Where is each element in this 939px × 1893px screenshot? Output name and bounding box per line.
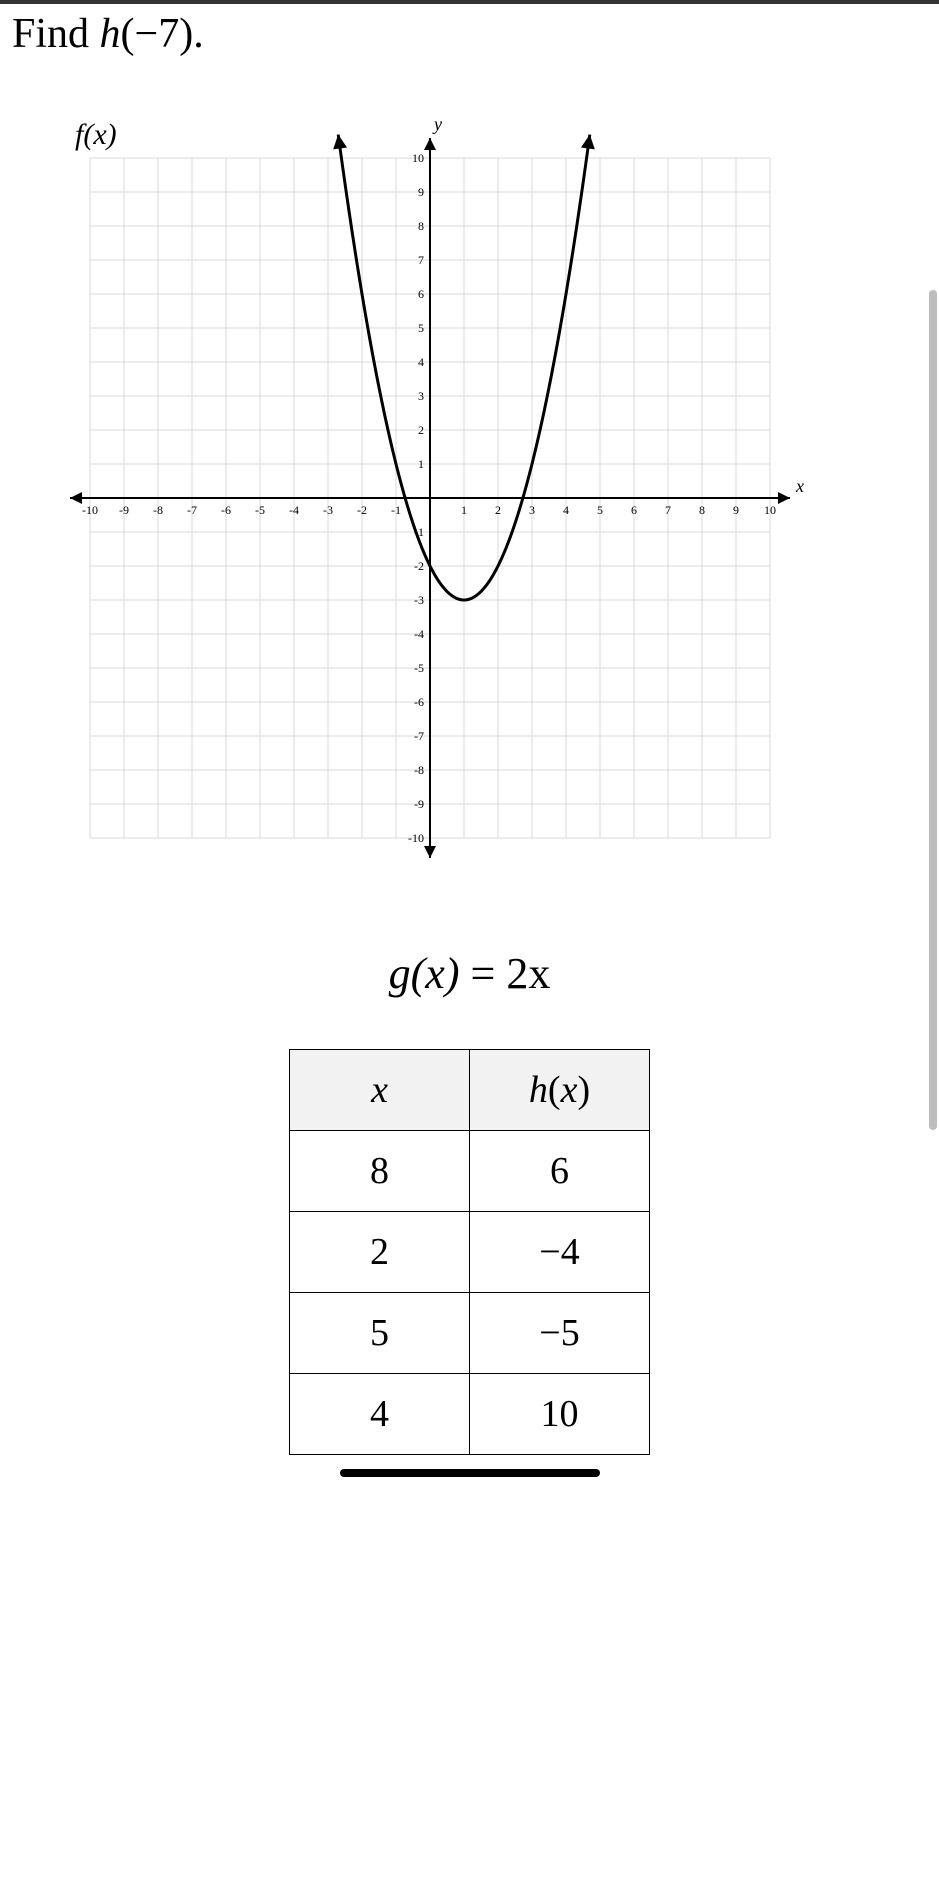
cell-x: 4 (290, 1374, 470, 1455)
fx-chart: f(x) -10 -9 -8 -7 -6 -5 -4 -3 -2 -1 1 2 3 4 5 6 7 8 9 10 10 9… (40, 108, 820, 888)
svg-text:-4: -4 (289, 503, 299, 517)
svg-text:2: 2 (418, 423, 424, 437)
svg-text:-2: -2 (357, 503, 367, 517)
svg-text:7: 7 (418, 253, 424, 267)
formula-rhs: 2x (506, 949, 550, 998)
svg-text:-9: -9 (414, 797, 424, 811)
table-row: 2 −4 (290, 1212, 650, 1293)
cell-hx: 6 (470, 1131, 650, 1212)
table-header-row: x h(x) (290, 1050, 650, 1131)
h-arg-x: x (561, 1069, 578, 1111)
fx-label: f(x) (75, 118, 117, 152)
page-root: Find h(−7). f(x) -10-9-8-7-6-5-4-3-2-112… (0, 0, 939, 1477)
gx-formula: g(x) = 2x (0, 948, 939, 999)
svg-text:-6: -6 (414, 695, 424, 709)
scrollbar-vertical[interactable] (929, 290, 937, 1130)
svg-text:6: 6 (418, 287, 424, 301)
svg-text:-8: -8 (414, 763, 424, 777)
svg-text:-10: -10 (82, 503, 98, 517)
formula-lhs: g (389, 949, 411, 998)
svg-text:10: 10 (764, 503, 776, 517)
cell-hx: −4 (470, 1212, 650, 1293)
svg-text:3: 3 (529, 503, 535, 517)
h-func-label: h (529, 1069, 548, 1111)
svg-text:-8: -8 (153, 503, 163, 517)
h-arg-label: ( (548, 1069, 561, 1111)
cell-x: 2 (290, 1212, 470, 1293)
svg-text:1: 1 (461, 503, 467, 517)
svg-text:5: 5 (418, 321, 424, 335)
svg-text:-1: -1 (391, 503, 401, 517)
cell-hx: 10 (470, 1374, 650, 1455)
svg-text:7: 7 (665, 503, 671, 517)
hx-table: x h(x) 8 6 2 −4 5 −5 4 10 (289, 1049, 650, 1455)
svg-text:8: 8 (699, 503, 705, 517)
svg-text:9: 9 (733, 503, 739, 517)
cell-x: 8 (290, 1131, 470, 1212)
svg-text:-2: -2 (414, 559, 424, 573)
cell-hx: −5 (470, 1293, 650, 1374)
cell-x: 5 (290, 1293, 470, 1374)
svg-text:-6: -6 (221, 503, 231, 517)
svg-text:4: 4 (563, 503, 569, 517)
svg-text:4: 4 (418, 355, 424, 369)
svg-text:-10: -10 (408, 831, 424, 845)
formula-arg: (x) (411, 949, 460, 998)
table-header-x: x (290, 1050, 470, 1131)
question-func: h (100, 11, 121, 57)
table-row: 5 −5 (290, 1293, 650, 1374)
svg-text:10: 10 (412, 151, 424, 165)
svg-text:-9: -9 (119, 503, 129, 517)
svg-text:-5: -5 (255, 503, 265, 517)
h-arg-close: ) (577, 1069, 590, 1111)
svg-text:3: 3 (418, 389, 424, 403)
formula-eq: = (460, 949, 507, 998)
svg-text:-3: -3 (414, 593, 424, 607)
svg-text:y: y (432, 114, 442, 134)
svg-text:x: x (795, 476, 804, 496)
svg-text:-7: -7 (187, 503, 197, 517)
svg-text:1: 1 (418, 457, 424, 471)
question-prefix: Find (12, 11, 100, 57)
svg-text:5: 5 (597, 503, 603, 517)
svg-text:6: 6 (631, 503, 637, 517)
table-header-hx: h(x) (470, 1050, 650, 1131)
svg-text:-7: -7 (414, 729, 424, 743)
svg-text:8: 8 (418, 219, 424, 233)
question-text: Find h(−7). (0, 4, 939, 68)
table-row: 4 10 (290, 1374, 650, 1455)
question-suffix: . (193, 11, 204, 57)
svg-text:2: 2 (495, 503, 501, 517)
question-arg: (−7) (121, 11, 194, 57)
svg-text:-5: -5 (414, 661, 424, 675)
table-row: 8 6 (290, 1131, 650, 1212)
svg-text:9: 9 (418, 185, 424, 199)
svg-text:-3: -3 (323, 503, 333, 517)
bottom-handle-bar (340, 1469, 600, 1477)
chart-svg: -10 -9 -8 -7 -6 -5 -4 -3 -2 -1 1 2 3 4 5 6 7 8 9 10 10 9 8 7 6 5 4… (40, 108, 820, 888)
svg-text:-4: -4 (414, 627, 424, 641)
